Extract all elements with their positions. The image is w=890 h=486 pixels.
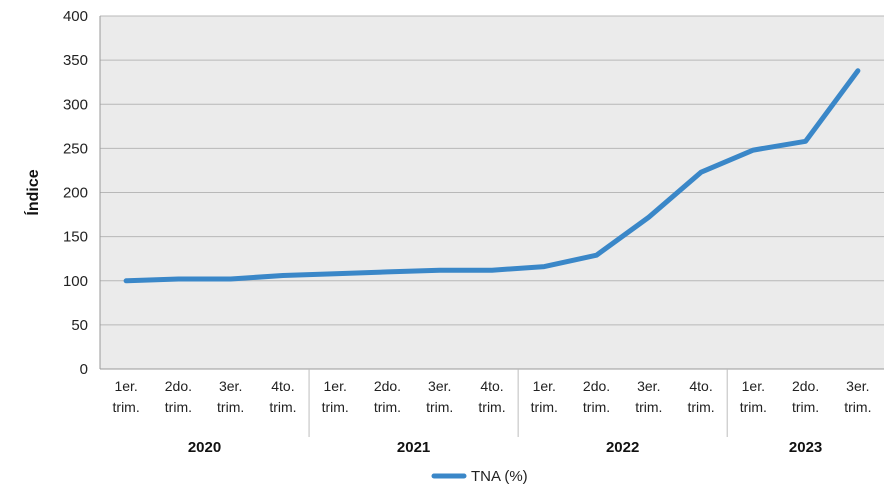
x-tick-labels: 1er. trim. 2do. trim. 3er. trim. 4to. trim. 1er.…: [113, 378, 872, 415]
data-point: [176, 276, 181, 281]
year-label: 2022: [606, 439, 639, 456]
x-tick-label: 1er. trim.: [531, 378, 558, 415]
data-point: [333, 271, 338, 276]
data-point: [699, 170, 704, 175]
x-tick-label: 2do. trim.: [792, 378, 819, 415]
y-tick-label: 100: [63, 273, 88, 290]
y-tick-label: 50: [71, 317, 88, 334]
y-tick-label: 0: [80, 361, 88, 378]
x-tick-label: 2do. trim.: [165, 378, 192, 415]
y-tick-label: 400: [63, 8, 88, 25]
x-tick-label: 4to. trim.: [478, 378, 505, 415]
data-point: [751, 148, 756, 153]
x-tick-label: 1er. trim.: [322, 378, 349, 415]
x-tick-label: 3er. trim.: [217, 378, 244, 415]
y-tick-label: 300: [63, 96, 88, 113]
x-tick-label: 4to. trim.: [269, 378, 296, 415]
series-line-tna: [123, 68, 861, 284]
group-separators: [308, 369, 728, 437]
y-tick-labels: 0 50 100 150 200 250 300 350 400: [63, 8, 88, 378]
data-point: [124, 278, 129, 283]
x-tick-label: 2do. trim.: [374, 378, 401, 415]
x-tick-label: 1er. trim.: [740, 378, 767, 415]
legend: TNA (%): [431, 468, 528, 485]
year-group-labels: 2020 2021 2022 2023: [188, 439, 822, 456]
x-tick-label: 3er. trim.: [426, 378, 453, 415]
data-point: [855, 68, 860, 73]
data-point: [437, 268, 442, 273]
data-point: [228, 276, 233, 281]
y-tick-label: 350: [63, 52, 88, 69]
y-tick-label: 250: [63, 140, 88, 157]
data-point: [646, 215, 651, 220]
data-point: [594, 253, 599, 258]
legend-label-tna: TNA (%): [471, 468, 528, 485]
y-tick-label: 150: [63, 229, 88, 246]
data-point: [385, 269, 390, 274]
year-label: 2023: [789, 439, 822, 456]
year-label: 2021: [397, 439, 430, 456]
series-layer: [123, 68, 861, 284]
data-point: [803, 139, 808, 144]
x-tick-label: 3er. trim.: [844, 378, 871, 415]
x-tick-label: 1er. trim.: [113, 378, 140, 415]
x-tick-label: 3er. trim.: [635, 378, 662, 415]
year-label: 2020: [188, 439, 221, 456]
data-point: [280, 273, 285, 278]
x-tick-label: 2do. trim.: [583, 378, 610, 415]
data-point: [542, 264, 547, 269]
y-axis-title: Índice: [23, 169, 42, 215]
x-tick-label: 4to. trim.: [687, 378, 714, 415]
data-point: [490, 268, 495, 273]
y-tick-label: 200: [63, 185, 88, 202]
